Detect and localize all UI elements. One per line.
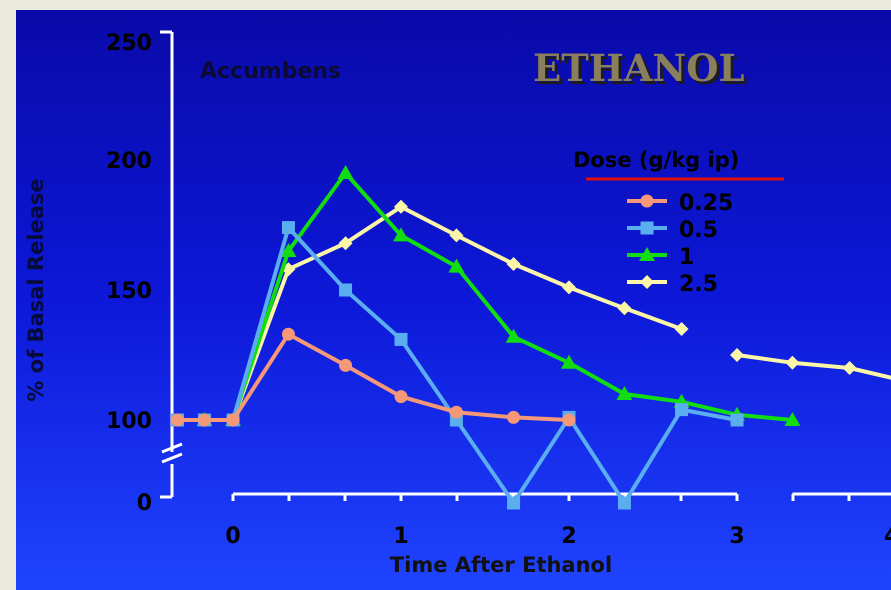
x-tick-label: 4hr [884,524,891,549]
legend-swatch-marker [640,221,654,235]
data-point [505,328,522,343]
legend-item: 0.25 [627,191,733,216]
y-tick-label: 200 [106,149,152,174]
data-point [171,413,185,427]
x-tick-label: 2 [561,524,576,549]
x-tick-label: 0 [225,524,240,549]
data-point [561,354,577,369]
data-point [448,258,465,273]
data-point [393,227,409,242]
y-tick-label: 0 [137,491,152,516]
axes [160,30,891,501]
legend-swatch-marker [639,247,655,261]
data-point [281,221,295,235]
data-point [281,327,295,341]
y-tick-labels: 0 100 150 200 250 [106,31,152,516]
data-point [562,413,576,427]
y-tick-label: 150 [106,279,152,304]
data-point [339,358,353,372]
y-axis-break-mark [161,442,183,454]
x-tick-label: 3 [729,524,744,549]
chart-title: ETHANOL [533,46,744,90]
data-point [730,413,744,427]
data-point [617,496,631,510]
series-line [204,171,793,422]
chart-title-shadow: ETHANOL [536,49,747,93]
series-0.25 [171,327,576,427]
data-point [675,403,689,417]
series-line [204,204,683,422]
legend-label: 2.5 [679,272,718,297]
data-point [226,413,240,427]
chart-subtitle: Accumbens [200,59,341,84]
legend-swatch-marker [640,275,654,289]
data-point [337,165,354,179]
y-axis-label: % of Basal Release [24,178,48,401]
data-point [785,355,800,370]
series-line [736,353,891,380]
data-point [339,283,353,297]
legend-title: Dose (g/kg ip) [573,148,739,172]
y-axis-break-mark [161,452,183,464]
data-point [394,332,408,346]
y-tick-label: 100 [106,409,152,434]
legend-item: 0.5 [627,218,718,243]
data-point [842,361,857,375]
data-point [784,412,801,426]
data-point [394,199,408,214]
legend-label: 0.5 [679,218,718,243]
series-group [171,165,891,510]
legend-item: 2.5 [627,272,718,297]
data-point [562,280,576,295]
data-point [616,386,633,400]
data-point [280,243,297,257]
legend-label: 0.25 [679,191,733,216]
x-axis-label: Time After Ethanol [390,553,612,577]
data-point [730,348,744,362]
data-point [507,496,521,510]
data-point [197,413,211,427]
data-point [674,322,689,336]
data-point [394,390,408,404]
x-tick-labels: 0 1 2 3 4hr [225,524,891,549]
data-point [506,257,521,271]
data-point [449,228,464,243]
data-point [507,410,521,424]
legend-item: 1 [627,245,694,270]
legend: Dose (g/kg ip) 0.250.512.5 [573,148,784,297]
data-point [617,301,632,316]
x-tick-label: 1 [393,524,408,549]
data-point [338,236,353,251]
y-tick-label: 250 [106,31,152,56]
data-point [449,405,463,419]
legend-label: 1 [679,245,694,270]
legend-swatch-marker [640,194,654,208]
legend-items: 0.250.512.5 [627,191,733,297]
